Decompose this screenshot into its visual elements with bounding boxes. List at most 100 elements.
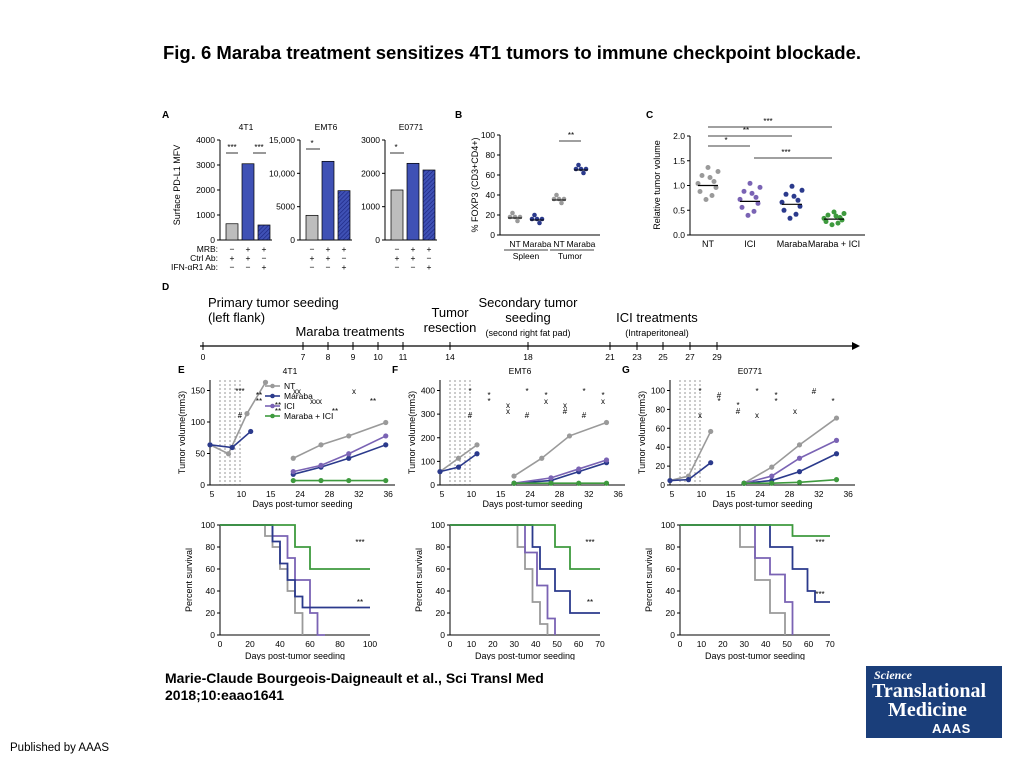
- survival-tick-label: 60: [666, 564, 676, 574]
- growth-xtick-label: 28: [325, 489, 335, 499]
- data-point: [512, 214, 518, 220]
- journal-logo[interactable]: Science Translational Medicine AAAS: [866, 666, 1002, 738]
- data-point: [559, 200, 564, 206]
- series-mar-point: [474, 451, 480, 457]
- series-nt-point: [566, 433, 573, 439]
- survival-xtick-label: 0: [678, 639, 683, 649]
- data-point: [839, 217, 845, 223]
- series-nt-point: [383, 419, 389, 426]
- growth-tick-label: 50: [196, 449, 206, 459]
- logo-line-1: Science: [874, 668, 912, 682]
- growth-tick-label: 80: [656, 404, 666, 414]
- panel-c-group-label: Maraba: [777, 239, 808, 249]
- series-nt-point: [290, 455, 296, 461]
- survival-cmb-line: [220, 524, 370, 570]
- data-point: [713, 185, 719, 190]
- series-mar-line: [743, 453, 837, 485]
- data-point: [737, 196, 743, 202]
- data-point: [795, 197, 801, 203]
- survival-xtick-label: 20: [245, 639, 255, 649]
- series-nt-line: [209, 381, 267, 455]
- data-point: [517, 214, 523, 220]
- survival-tick-label: 0: [440, 630, 445, 640]
- timeline-day: 9: [351, 352, 356, 362]
- sig-mark: #: [736, 407, 741, 416]
- timeline-event: Primary tumor seeding: [208, 295, 339, 310]
- data-point: [751, 208, 757, 214]
- condition-sign: −: [395, 244, 400, 254]
- data-point: [791, 193, 797, 199]
- series-cmb-point: [769, 480, 775, 486]
- timeline-day: 29: [712, 352, 722, 362]
- data-point: [747, 180, 753, 186]
- sig-mark: xx: [293, 387, 301, 396]
- condition-sign: −: [411, 262, 416, 272]
- data-point: [705, 165, 711, 170]
- condition-sign: +: [427, 262, 432, 272]
- panel-a-row-label: IFN-αR1 Ab:: [171, 262, 218, 272]
- survival-xtick-label: 20: [488, 639, 498, 649]
- panel-a-tick-label: 3000: [196, 160, 215, 170]
- panel-b-tick-label: 20: [486, 210, 496, 220]
- growth-title: EMT6: [509, 366, 532, 376]
- survival-tick-label: 80: [436, 542, 446, 552]
- timeline-day: 11: [399, 352, 408, 362]
- data-point: [821, 215, 827, 221]
- sig-mark: *: [717, 397, 720, 406]
- panel-b-tick-label: 100: [481, 130, 495, 140]
- series-ici-line: [743, 439, 837, 484]
- growth-xtick-label: 24: [525, 489, 535, 499]
- sig-mark: ***: [227, 143, 236, 152]
- sig-mark: *: [774, 397, 777, 406]
- series-mar-point: [346, 455, 352, 461]
- panel-b-group-label: Maraba: [567, 239, 596, 249]
- series-mar-line: [513, 461, 607, 485]
- data-point: [715, 169, 721, 174]
- timeline-day: 8: [326, 352, 331, 362]
- data-point: [709, 193, 715, 198]
- growth-ylabel: Tumor volume(mm3): [177, 391, 187, 474]
- data-point: [578, 166, 584, 172]
- growth-xtick-label: 36: [383, 489, 393, 499]
- panel-f-label: F: [392, 365, 398, 376]
- series-cmb-point: [548, 480, 554, 486]
- sig-mark: *: [310, 139, 313, 148]
- series-ici-point: [346, 451, 352, 457]
- growth-tick-label: 100: [651, 386, 665, 396]
- growth-xtick-label: 36: [843, 489, 853, 499]
- panel-a-row-label: Ctrl Ab:: [190, 253, 218, 263]
- panel-c-tick-label: 0.5: [673, 205, 685, 215]
- panel-b-tick-label: 40: [486, 190, 496, 200]
- series-cmb-point: [796, 479, 803, 485]
- sig-mark: #: [582, 411, 587, 420]
- growth-ylabel: Tumor volume(mm3): [637, 391, 647, 474]
- condition-sign: +: [230, 253, 235, 263]
- series-ici-line: [513, 459, 607, 485]
- growth-xtick-label: 28: [785, 489, 795, 499]
- survival-tick-label: 0: [210, 630, 215, 640]
- data-point: [551, 196, 557, 202]
- series-mar-point: [708, 460, 714, 466]
- growth-xtick-label: 32: [814, 489, 824, 499]
- sig-mark: x: [793, 407, 797, 416]
- sig-mark: xxx: [310, 397, 322, 406]
- survival-xlabel: Days post-tumor seeding: [705, 651, 805, 660]
- series-cmb-point: [290, 477, 296, 484]
- series-nt-point: [833, 415, 840, 421]
- survival-xtick-label: 20: [718, 639, 728, 649]
- slide-title: Fig. 6 Maraba treatment sensitizes 4T1 t…: [162, 42, 862, 63]
- sig-mark: *: [468, 387, 471, 396]
- sig-mark: **: [275, 407, 281, 416]
- panel-a-tick-label: 2000: [361, 168, 380, 178]
- series-ici-point: [796, 455, 803, 461]
- panel-a-tick-label: 15,000: [269, 135, 295, 145]
- bar: [321, 160, 335, 241]
- sig-mark: x: [352, 387, 356, 396]
- panel-a-tick-label: 3000: [361, 135, 380, 145]
- series-nt-point: [244, 411, 250, 417]
- series-ici-point: [769, 473, 775, 479]
- panel-a-tick-label: 1000: [196, 210, 215, 220]
- sig-mark: ***: [815, 538, 824, 547]
- growth-xtick-label: 32: [354, 489, 364, 499]
